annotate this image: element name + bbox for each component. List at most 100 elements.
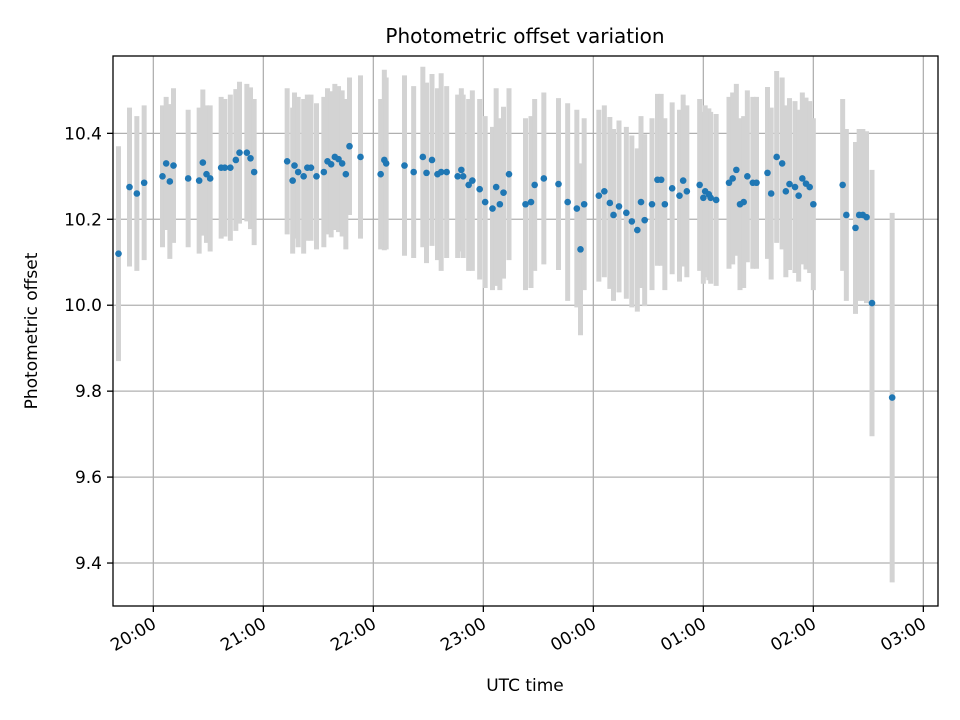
data-point <box>679 177 687 184</box>
x-tick-label: 20:00 <box>107 614 159 656</box>
data-point <box>610 211 617 219</box>
data-point <box>459 173 467 180</box>
data-point <box>696 181 703 189</box>
y-tick-label: 9.4 <box>75 554 102 574</box>
data-point <box>437 168 445 176</box>
data-point <box>307 164 315 172</box>
data-point <box>342 170 350 178</box>
data-point <box>863 213 870 221</box>
data-point <box>443 168 450 176</box>
data-point <box>580 200 588 208</box>
data-point <box>476 185 483 193</box>
data-point <box>377 170 384 178</box>
data-point <box>577 246 584 253</box>
data-point <box>294 168 302 176</box>
data-point <box>320 168 328 176</box>
data-point <box>357 153 364 161</box>
data-point <box>423 169 430 177</box>
data-point <box>707 194 714 202</box>
data-point <box>327 160 335 168</box>
data-point <box>232 156 240 164</box>
data-point <box>527 198 535 206</box>
data-point <box>199 159 207 166</box>
x-axis-label: UTC time <box>486 676 564 696</box>
data-point <box>634 226 641 234</box>
x-tick-label: 03:00 <box>877 614 929 656</box>
data-point <box>782 188 790 195</box>
data-point <box>657 176 665 184</box>
data-point <box>623 209 630 217</box>
data-point <box>250 168 258 176</box>
x-tick-label: 00:00 <box>547 614 599 656</box>
data-point <box>555 180 562 188</box>
data-point <box>648 200 656 208</box>
data-point <box>852 224 859 232</box>
data-point <box>335 155 342 163</box>
data-point <box>419 153 427 161</box>
x-tick-label: 22:00 <box>327 614 379 656</box>
y-axis: 9.4 9.6 9.8 10.0 10.2 10.4 <box>64 124 113 574</box>
data-point <box>601 188 608 195</box>
data-point <box>247 154 254 162</box>
data-point <box>641 216 648 224</box>
data-point <box>791 183 799 191</box>
data-point <box>795 192 802 199</box>
data-point <box>170 162 177 169</box>
x-tick-label: 21:00 <box>217 614 269 656</box>
data-point <box>313 173 320 180</box>
data-point <box>492 183 500 191</box>
x-tick-label: 23:00 <box>437 614 489 656</box>
data-point <box>767 190 775 197</box>
data-point <box>206 175 214 182</box>
data-point <box>733 166 740 174</box>
data-point <box>729 175 736 182</box>
data-point <box>839 181 846 189</box>
data-point <box>505 170 513 178</box>
data-point <box>140 179 148 187</box>
data-point <box>162 160 170 167</box>
error-bars <box>116 66 895 583</box>
data-point <box>868 299 876 307</box>
data-point <box>283 157 291 165</box>
data-point <box>166 178 174 185</box>
data-point <box>615 203 623 210</box>
y-tick-label: 10.0 <box>64 296 102 316</box>
data-point <box>668 185 676 192</box>
data-point <box>289 177 296 184</box>
data-point <box>564 198 571 206</box>
data-point <box>346 142 353 150</box>
data-point <box>133 190 141 197</box>
data-point <box>500 189 507 196</box>
data-point <box>661 200 669 208</box>
data-point <box>401 162 408 169</box>
data-point <box>522 200 529 208</box>
data-point <box>843 211 850 219</box>
data-point <box>496 200 504 208</box>
data-point <box>458 166 465 174</box>
data-point <box>227 164 234 172</box>
data-point <box>773 153 780 161</box>
data-point <box>184 175 192 182</box>
y-tick-label: 10.4 <box>64 124 102 144</box>
data-point <box>221 164 229 172</box>
data-point <box>469 177 476 184</box>
data-points <box>115 142 896 401</box>
data-point <box>637 198 645 206</box>
data-point <box>410 168 417 176</box>
x-axis: 20:00 21:00 22:00 23:00 00:00 01:00 02:00 03:00 <box>107 606 930 656</box>
data-point <box>126 183 133 191</box>
data-point <box>810 200 817 208</box>
data-point <box>454 173 461 180</box>
data-point <box>159 173 166 180</box>
data-point <box>243 149 251 156</box>
data-point <box>744 173 751 180</box>
data-point <box>753 179 760 187</box>
y-tick-label: 9.6 <box>75 468 102 488</box>
y-axis-label: Photometric offset <box>22 252 42 409</box>
data-point <box>195 177 203 184</box>
data-point <box>799 175 806 182</box>
data-point <box>778 160 786 167</box>
data-point <box>531 181 538 189</box>
data-point <box>606 199 614 207</box>
